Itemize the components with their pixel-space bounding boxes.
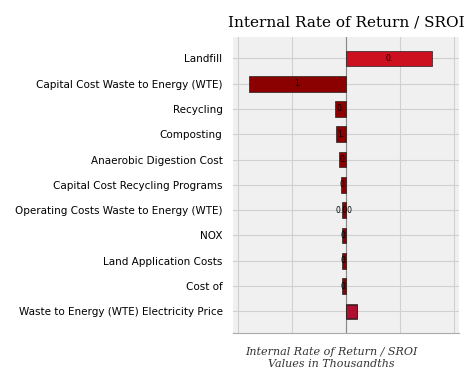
- Text: 0.: 0.: [340, 180, 347, 189]
- Bar: [342, 228, 346, 243]
- Bar: [342, 278, 346, 294]
- Text: 0.: 0.: [340, 282, 347, 291]
- Bar: [342, 253, 346, 269]
- Text: 0.: 0.: [340, 256, 347, 265]
- Bar: [346, 305, 357, 318]
- Bar: [341, 177, 346, 193]
- Text: 0.00: 0.00: [335, 206, 352, 215]
- Bar: [339, 152, 346, 167]
- Bar: [346, 304, 357, 319]
- Bar: [336, 126, 346, 142]
- Title: Internal Rate of Return / SROI: Internal Rate of Return / SROI: [228, 15, 464, 29]
- Text: 0.: 0.: [337, 105, 344, 113]
- Bar: [342, 202, 346, 218]
- Text: 1.: 1.: [294, 79, 301, 88]
- Bar: [346, 50, 432, 66]
- Text: Internal Rate of Return / SROI
Values in Thousandths: Internal Rate of Return / SROI Values in…: [246, 347, 418, 369]
- Bar: [249, 76, 346, 92]
- Text: 1.: 1.: [337, 130, 345, 139]
- Text: 0.: 0.: [385, 54, 392, 63]
- Text: 0.: 0.: [339, 155, 346, 164]
- Bar: [335, 101, 346, 117]
- Text: 0.: 0.: [340, 231, 347, 240]
